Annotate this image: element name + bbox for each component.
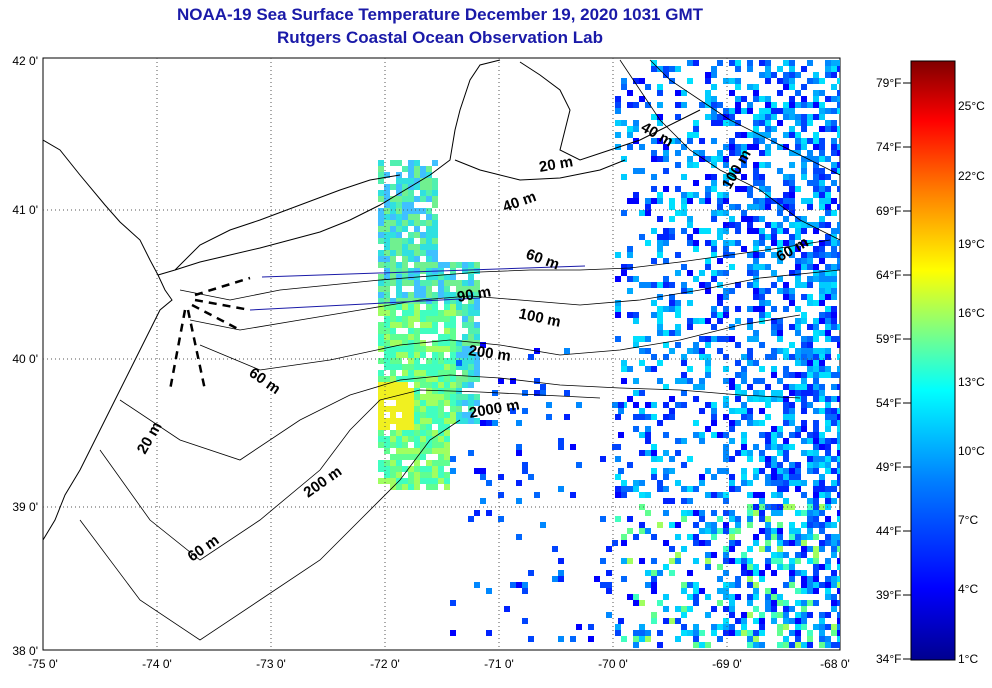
lon-tick-label: -72 0'	[370, 657, 400, 671]
celsius-label: 4°C	[958, 582, 978, 596]
glider-transects	[168, 276, 251, 391]
lon-tick-label: -68 0'	[820, 657, 850, 671]
celsius-label: 13°C	[958, 375, 985, 389]
lat-tick-label: 38 0'	[12, 644, 38, 658]
celsius-label: 7°C	[958, 513, 978, 527]
fahrenheit-label: 74°F	[876, 140, 901, 154]
celsius-label: 1°C	[958, 652, 978, 666]
colorbar-ticks	[903, 82, 911, 660]
lon-axis: -75 0' -74 0' -73 0' -72 0' -71 0' -70 0…	[28, 657, 850, 671]
lat-tick-label: 40 0'	[12, 352, 38, 366]
contour-label: 90 m	[456, 283, 493, 306]
lon-tick-label: -71 0'	[484, 657, 514, 671]
celsius-label: 25°C	[958, 99, 985, 113]
contour-label: 20 m	[538, 153, 575, 176]
fahrenheit-label: 34°F	[876, 652, 901, 666]
celsius-label: 16°C	[958, 306, 985, 320]
colorbar-fahrenheit-labels: 79°F 74°F 69°F 64°F 59°F 54°F 49°F 44°F …	[876, 76, 901, 666]
colorbar	[910, 60, 956, 661]
colorbar-celsius-labels: 25°C 22°C 19°C 16°C 13°C 10°C 7°C 4°C 1°…	[958, 99, 985, 666]
fahrenheit-label: 64°F	[876, 268, 901, 282]
lon-tick-label: -73 0'	[256, 657, 286, 671]
lon-tick-label: -69 0'	[712, 657, 742, 671]
lat-tick-label: 42 0'	[12, 54, 38, 68]
celsius-label: 22°C	[958, 169, 985, 183]
fahrenheit-label: 54°F	[876, 396, 901, 410]
lat-tick-label: 39 0'	[12, 500, 38, 514]
celsius-label: 19°C	[958, 237, 985, 251]
fahrenheit-label: 79°F	[876, 76, 901, 90]
map-subtitle: Rutgers Coastal Ocean Observation Lab	[277, 28, 603, 47]
fahrenheit-label: 44°F	[876, 524, 901, 538]
lon-tick-label: -74 0'	[142, 657, 172, 671]
lat-tick-label: 41 0'	[12, 203, 38, 217]
lon-tick-label: -70 0'	[598, 657, 628, 671]
fahrenheit-label: 69°F	[876, 204, 901, 218]
lon-tick-label: -75 0'	[28, 657, 58, 671]
track-lines	[249, 265, 586, 311]
fahrenheit-label: 39°F	[876, 588, 901, 602]
map-title: NOAA-19 Sea Surface Temperature December…	[177, 5, 703, 24]
bathymetry-contours	[79, 59, 840, 641]
fahrenheit-label: 49°F	[876, 460, 901, 474]
celsius-label: 10°C	[958, 444, 985, 458]
coastline	[43, 59, 701, 541]
contour-label: 200 m	[467, 342, 511, 365]
fahrenheit-label: 59°F	[876, 332, 901, 346]
lat-axis: 42 0' 41 0' 40 0' 39 0' 38 0'	[12, 54, 38, 658]
